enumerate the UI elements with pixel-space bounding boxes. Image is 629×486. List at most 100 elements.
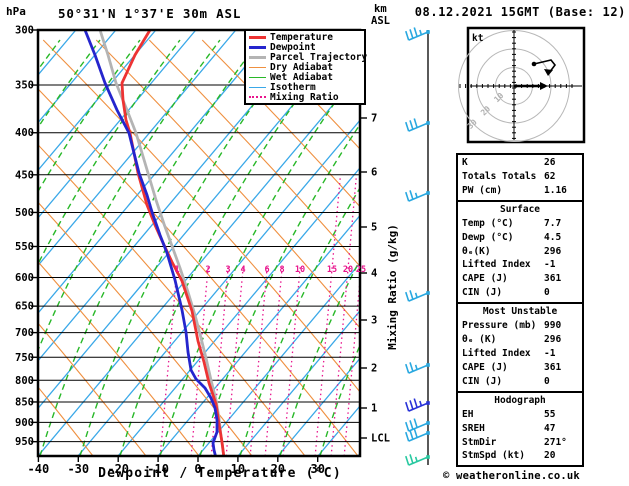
barb-staff <box>408 31 429 41</box>
isotherm-line <box>38 30 117 124</box>
barb-level-dot <box>426 455 430 459</box>
info-table-row: K 26 <box>458 156 582 170</box>
info-table-row-value: 1.16 <box>544 184 567 196</box>
barb-full-tick <box>413 418 418 428</box>
barb-full-tick <box>405 421 410 432</box>
temperature-tick-label: -30 <box>67 462 89 476</box>
legend-item-label: Dry Adiabat <box>270 62 333 74</box>
isotherm-line <box>237 309 360 456</box>
altitude-axis-unit-asl: ASL <box>371 15 390 27</box>
dry-adiabat-line <box>201 39 360 208</box>
mixing-ratio-value-label: 25 <box>356 265 366 275</box>
barb-full-tick <box>409 29 414 39</box>
axis-tick-labels: 3003504004505005506006507007508008509009… <box>15 25 390 477</box>
legend: Temperature Dewpoint Parcel Trajectory Dry … <box>244 29 367 106</box>
barb-staff <box>408 292 429 302</box>
info-table-row-label: Temp (°C) <box>462 217 514 229</box>
mixing-ratio-line <box>225 265 244 456</box>
wind-barb <box>405 190 430 202</box>
mixing-ratio-line <box>264 265 283 456</box>
info-table-row-value: 62 <box>544 170 556 182</box>
legend-line-sample <box>249 46 266 50</box>
pressure-tick-label: 750 <box>15 352 34 364</box>
info-table-row: Lifted Index -1 <box>458 258 582 272</box>
temperature-axis-label: Dewpoint / Temperature (°C) <box>98 466 342 481</box>
info-table-row-label: StmSpd (kt) <box>462 450 525 462</box>
mixing-ratio-line <box>159 265 178 456</box>
mixing-ratio-value-label: 4 <box>240 265 245 275</box>
dry-adiabat-line <box>38 322 147 456</box>
barb-staff <box>408 422 429 432</box>
info-table-row: θₑ(K) 296 <box>458 245 582 259</box>
isotherm-line <box>38 30 277 315</box>
info-table-section: Surface Temp (°C) 7.7 Dewp (°C) 4.5 θₑ(K) 296 L… <box>458 199 582 302</box>
legend-item: Temperature <box>249 32 364 43</box>
wind-barb <box>405 27 430 41</box>
wet-adiabat-line <box>38 39 181 266</box>
pressure-tick-label: 450 <box>15 169 34 181</box>
altitude-tick-label: 5 <box>371 222 377 234</box>
altitude-tick-label: 7 <box>371 113 377 125</box>
barb-full-tick <box>409 120 414 130</box>
info-table-row-label: CIN (J) <box>462 287 503 299</box>
barb-half-tick <box>414 292 418 298</box>
info-table-row-label: StmDir <box>462 436 497 448</box>
pressure-axis-unit: hPa <box>6 5 26 18</box>
info-table-row-value: 0 <box>544 375 550 387</box>
barb-full-tick <box>409 290 414 300</box>
altitude-tick-label: 6 <box>371 167 377 179</box>
info-table-row-value: 4.5 <box>544 231 562 243</box>
wind-barb <box>405 362 430 374</box>
temperature-tick-label: -20 <box>107 462 129 476</box>
pressure-tick-label: 900 <box>15 417 34 429</box>
temperature-tick-label: 0 <box>194 462 201 476</box>
dry-adiabat-line <box>42 39 360 393</box>
info-table-row: SREH 47 <box>458 422 582 436</box>
barb-full-tick <box>409 190 414 200</box>
wet-adiabat-line <box>239 186 360 456</box>
barb-level-dot <box>426 191 430 195</box>
info-table: K 26 Totals Totals 62 PW (cm) 1.16 Surface Temp… <box>456 153 584 468</box>
storm-motion-arrowhead <box>540 82 548 90</box>
info-table-row: Dewp (°C) 4.5 <box>458 231 582 245</box>
barb-full-tick <box>405 121 410 132</box>
barb-full-tick <box>405 291 410 302</box>
barb-staff <box>408 432 429 442</box>
barb-half-tick <box>419 400 423 407</box>
mixing-ratio-line <box>249 265 268 456</box>
info-table-row: StmSpd (kt) 20 <box>458 449 582 463</box>
info-table-row-label: Lifted Index <box>462 347 531 359</box>
barb-full-tick <box>413 118 418 128</box>
isotherm-line <box>77 119 360 456</box>
barb-full-tick <box>409 362 414 372</box>
lcl-label: LCL <box>371 433 390 445</box>
wind-barb <box>405 428 430 442</box>
info-table-row: CAPE (J) 361 <box>458 272 582 286</box>
barb-level-dot <box>426 121 430 125</box>
altitude-axis-unit-km: km <box>374 3 387 15</box>
dry-adiabat-line <box>254 39 360 150</box>
hodograph-trace <box>533 59 557 74</box>
info-table-section-header: Most Unstable <box>482 306 558 318</box>
legend-line-sample <box>249 86 266 88</box>
barb-full-tick <box>405 363 410 374</box>
legend-line-sample <box>249 67 266 69</box>
info-table-row: Temp (°C) 7.7 <box>458 217 582 231</box>
barb-half-tick <box>414 364 418 370</box>
info-table-row: CIN (J) 0 <box>458 375 582 389</box>
barb-full-tick <box>405 401 410 412</box>
info-table-row: StmDir 271° <box>458 436 582 450</box>
info-table-row: θₑ (K) 296 <box>458 333 582 347</box>
barb-half-tick <box>419 29 423 36</box>
isotherm-line <box>38 30 197 219</box>
barb-full-tick <box>409 430 414 440</box>
info-table-row-value: 0 <box>544 287 550 299</box>
wet-adiabat-line <box>319 343 360 456</box>
info-table-row: PW (cm) 1.16 <box>458 184 582 198</box>
info-table-row-label: CAPE (J) <box>462 361 508 373</box>
legend-item: Dry Adiabat <box>249 62 364 74</box>
hodograph-trace-start-dot <box>531 61 537 67</box>
wind-barb <box>405 418 430 432</box>
info-table-row-value: 361 <box>544 361 562 373</box>
legend-item: Parcel Trajectory <box>249 52 367 63</box>
